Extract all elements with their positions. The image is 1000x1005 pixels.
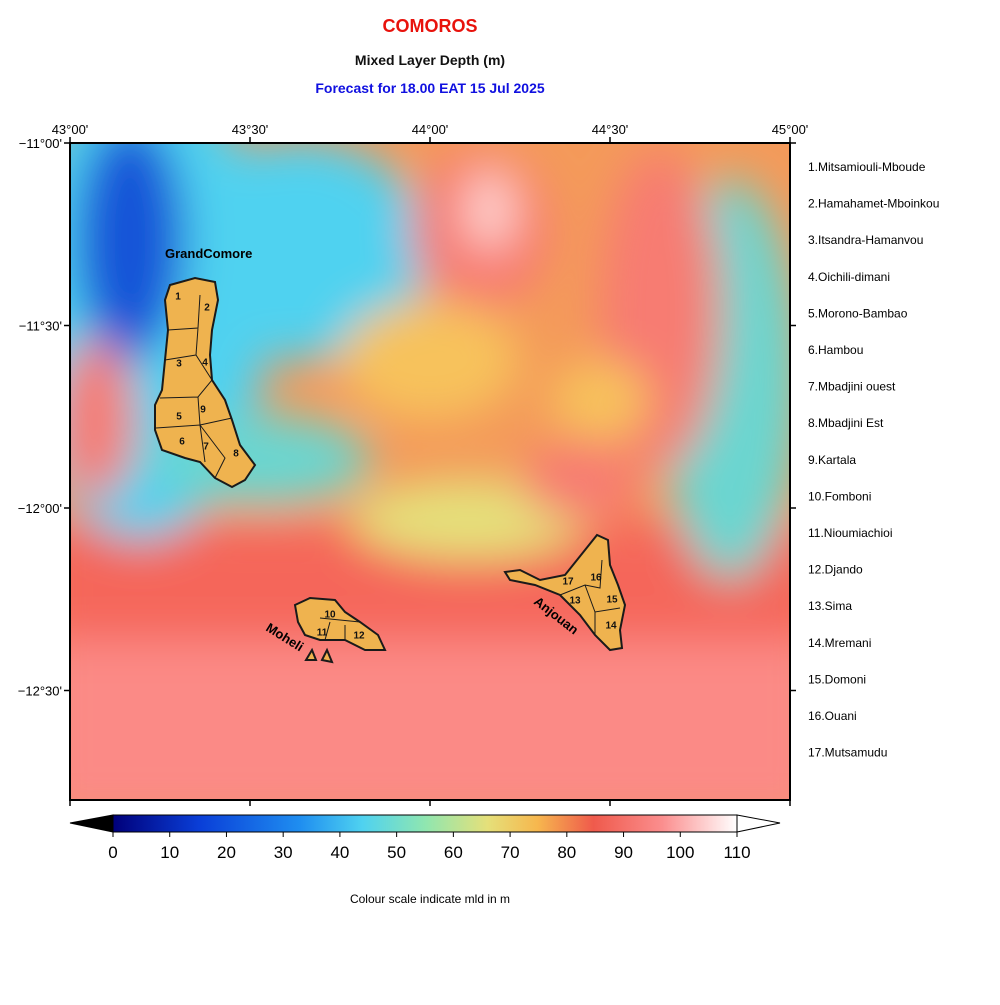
lon-label: 44°30' <box>592 122 629 137</box>
colorbar-label: 70 <box>501 843 520 862</box>
legend-entry: 16.Ouani <box>808 709 857 723</box>
colorbar-label: 0 <box>108 843 117 862</box>
colorbar-label: 30 <box>274 843 293 862</box>
region-number: 2 <box>204 303 210 314</box>
legend-entry: 6.Hambou <box>808 343 863 357</box>
region-borders <box>155 294 621 641</box>
legend-entry: 3.Itsandra-Hamanvou <box>808 233 923 247</box>
title: COMOROS <box>382 16 477 36</box>
legend-entry: 8.Mbadjini Est <box>808 416 884 430</box>
islet <box>320 647 334 664</box>
legend-entry: 15.Domoni <box>808 672 866 686</box>
lat-label: −12°00' <box>18 501 62 516</box>
colorbar-label: 90 <box>614 843 633 862</box>
forecast: Forecast for 18.00 EAT 15 Jul 2025 <box>315 80 545 96</box>
lon-label: 43°30' <box>232 122 269 137</box>
legend-entry: 11.Nioumiachioi <box>808 526 893 540</box>
legend-entry: 17.Mutsamudu <box>808 746 887 760</box>
colorbar-label: 20 <box>217 843 236 862</box>
region-number: 7 <box>203 442 209 453</box>
lon-label: 44°00' <box>412 122 449 137</box>
region-number: 6 <box>179 437 185 448</box>
lat-label: −11°30' <box>19 319 62 334</box>
island <box>293 596 387 651</box>
legend-entry: 13.Sima <box>808 599 852 613</box>
colorbar <box>112 814 738 833</box>
region-number: 16 <box>590 573 602 584</box>
island-name: GrandComore <box>165 246 252 261</box>
lat-label: −12°30' <box>18 684 62 699</box>
lon-label: 43°00' <box>52 122 89 137</box>
legend-entry: 9.Kartala <box>808 453 856 467</box>
region-number: 8 <box>233 449 239 460</box>
colorbar-label: 100 <box>666 843 694 862</box>
region-number: 13 <box>569 596 581 607</box>
region-number: 12 <box>353 631 365 642</box>
legend-entry: 14.Mremani <box>808 636 871 650</box>
subtitle: Mixed Layer Depth (m) <box>355 52 505 68</box>
islet <box>304 647 318 661</box>
legend-entry: 7.Mbadjini ouest <box>808 380 896 394</box>
legend-entry: 2.Hamahamet-Mboinkou <box>808 197 939 211</box>
mld-field: GrandComore Moheli Anjouan 1 2 3 4 5 6 7… <box>70 143 790 800</box>
region-number: 5 <box>176 412 182 423</box>
legend-entry: 12.Djando <box>808 563 863 577</box>
lon-label: 45°00' <box>772 122 809 137</box>
region-number: 15 <box>606 595 618 606</box>
region-number: 14 <box>605 621 617 632</box>
colorbar-label: 10 <box>160 843 179 862</box>
colorbar-label: 110 <box>723 843 750 862</box>
legend-entry: 5.Morono-Bambao <box>808 306 908 320</box>
colorbar-label: 60 <box>444 843 463 862</box>
region-number: 3 <box>176 359 182 370</box>
region-number: 9 <box>200 405 206 416</box>
legend-entry: 10.Fomboni <box>808 489 871 503</box>
region-number: 11 <box>317 628 328 639</box>
lat-label: −11°00' <box>19 136 62 151</box>
colorbar-caption: Colour scale indicate mld in m <box>350 892 510 906</box>
region-number: 17 <box>562 577 574 588</box>
colorbar-under <box>69 814 114 833</box>
colorbar-label: 80 <box>557 843 576 862</box>
colorbar-over <box>736 814 781 833</box>
colorbar-label: 40 <box>330 843 349 862</box>
region-number: 10 <box>324 610 336 621</box>
region-number: 4 <box>202 358 208 369</box>
island <box>154 276 257 489</box>
legend-entry: 4.Oichili-dimani <box>808 270 890 284</box>
region-number: 1 <box>175 292 181 303</box>
legend-entry: 1.Mitsamiouli-Mboude <box>808 160 926 174</box>
colorbar-label: 50 <box>387 843 406 862</box>
